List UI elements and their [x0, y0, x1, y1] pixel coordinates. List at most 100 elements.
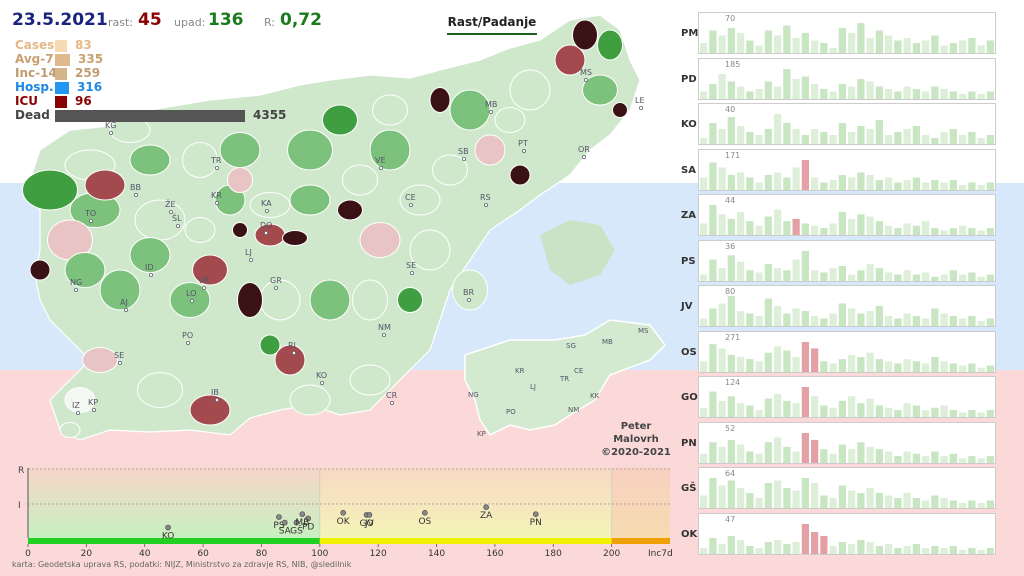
region-bar	[764, 30, 772, 53]
municipality-shape[interactable]	[232, 222, 248, 238]
region-bar	[774, 437, 782, 463]
municipality-shape[interactable]	[169, 282, 211, 318]
x-tick-label: 40	[139, 549, 151, 559]
municipality-shape[interactable]	[59, 422, 81, 438]
region-point[interactable]	[340, 509, 346, 516]
municipality-shape[interactable]	[249, 192, 291, 218]
mini-map-label: TR	[559, 375, 569, 383]
region-row[interactable]: PD 185	[676, 57, 1016, 100]
region-point[interactable]	[483, 504, 489, 511]
municipality-shape[interactable]	[449, 89, 491, 131]
region-point[interactable]	[276, 514, 282, 520]
municipality-shape[interactable]	[129, 144, 171, 176]
municipality-shape[interactable]	[84, 169, 126, 201]
municipality-shape[interactable]	[352, 279, 388, 321]
municipality-shape[interactable]	[359, 222, 401, 258]
municipality-shape[interactable]	[22, 169, 78, 211]
mini-region-map[interactable]	[464, 319, 666, 436]
region-row[interactable]: PS 36	[676, 239, 1016, 282]
municipality-shape[interactable]	[309, 279, 351, 321]
region-row[interactable]: JV 80	[676, 285, 1016, 327]
region-point[interactable]	[366, 512, 373, 518]
mini-map-label: LJ	[530, 383, 536, 391]
region-point[interactable]	[422, 509, 428, 516]
municipality-shape[interactable]	[237, 282, 263, 318]
region-bar	[838, 123, 846, 144]
municipality-shape[interactable]	[219, 132, 261, 168]
region-row[interactable]: OK 47	[676, 512, 1016, 555]
region-max-value: 185	[725, 59, 741, 69]
region-row[interactable]: OS 271	[676, 330, 1016, 373]
municipality-shape[interactable]	[509, 164, 531, 186]
municipality-shape[interactable]	[64, 387, 96, 413]
municipality-shape[interactable]	[612, 102, 628, 118]
municipality-shape[interactable]	[399, 184, 441, 216]
r-value: 0,72	[280, 10, 322, 30]
region-bar	[931, 35, 939, 53]
region-point[interactable]	[165, 524, 171, 531]
municipality-shape[interactable]	[184, 217, 216, 243]
municipality-shape[interactable]	[282, 230, 308, 246]
slovenia-municipality-map[interactable]: KG TR VE MB MS LE PT OR SB BB ŽE KR KA CE RS TO ŠL DO LJ SE…	[10, 0, 670, 460]
municipality-shape[interactable]	[287, 129, 333, 171]
municipality-shape[interactable]	[372, 94, 408, 126]
region-row[interactable]: GO 124	[676, 376, 1016, 418]
municipality-shape[interactable]	[82, 347, 118, 373]
region-row[interactable]: ZA 44	[676, 194, 1016, 236]
region-point[interactable]	[293, 519, 300, 526]
municipality-shape[interactable]	[322, 104, 358, 136]
region-row[interactable]: PN 52	[676, 421, 1016, 464]
municipality-shape[interactable]	[64, 252, 106, 288]
municipality-shape[interactable]	[572, 19, 598, 51]
region-bar	[857, 23, 865, 53]
region-bar	[968, 228, 976, 235]
region-bar	[848, 86, 856, 99]
municipality-shape[interactable]	[182, 142, 218, 178]
municipality-shape[interactable]	[289, 184, 331, 216]
municipality-shape[interactable]	[129, 237, 171, 273]
region-bar	[922, 547, 930, 554]
municipality-shape[interactable]	[597, 29, 623, 61]
municipality-shape[interactable]	[369, 129, 411, 171]
municipality-shape[interactable]	[99, 269, 141, 311]
municipality-shape[interactable]	[494, 107, 526, 133]
municipality-shape[interactable]	[192, 254, 228, 286]
municipality-shape[interactable]	[274, 344, 306, 376]
municipality-shape[interactable]	[474, 134, 506, 166]
region-point[interactable]	[299, 511, 306, 518]
municipality-shape[interactable]	[137, 372, 183, 408]
region-row[interactable]: SA 171	[676, 148, 1016, 191]
region-row[interactable]: GŠ 64	[676, 467, 1016, 509]
municipality-shape[interactable]	[509, 69, 551, 111]
municipality-shape[interactable]	[582, 74, 618, 106]
region-point[interactable]	[532, 511, 539, 518]
municipality-shape[interactable]	[289, 384, 331, 416]
region-bar	[940, 455, 948, 463]
municipality-shape[interactable]	[337, 199, 363, 221]
municipality-shape[interactable]	[29, 259, 51, 281]
municipality-shape[interactable]	[227, 167, 253, 193]
municipality-shape[interactable]	[432, 154, 468, 186]
municipality-shape[interactable]	[259, 334, 281, 356]
region-row[interactable]: PM 70	[676, 12, 1016, 54]
municipality-shape[interactable]	[349, 364, 391, 396]
x-tick-label: 180	[545, 549, 562, 559]
municipality-shape[interactable]	[397, 287, 423, 313]
region-row[interactable]: KO 40	[676, 103, 1016, 145]
region-bar	[783, 313, 791, 326]
rast-padanje-toggle-button[interactable]: Rast/Padanje	[447, 14, 537, 35]
municipality-shape[interactable]	[452, 269, 488, 311]
region-bar	[727, 81, 735, 99]
municipality-shape[interactable]	[409, 229, 451, 271]
region-point[interactable]	[305, 515, 311, 522]
municipality-shape[interactable]	[189, 394, 231, 426]
credit-line: Peter	[620, 421, 652, 432]
region-bar	[968, 455, 976, 463]
region-point[interactable]	[281, 519, 288, 526]
region-bar	[940, 498, 948, 508]
region-bars	[700, 114, 994, 144]
municipality-shape[interactable]	[554, 44, 586, 76]
municipality-shape[interactable]	[342, 164, 378, 196]
municipality-shape[interactable]	[259, 279, 301, 321]
municipality-shape[interactable]	[429, 87, 451, 113]
